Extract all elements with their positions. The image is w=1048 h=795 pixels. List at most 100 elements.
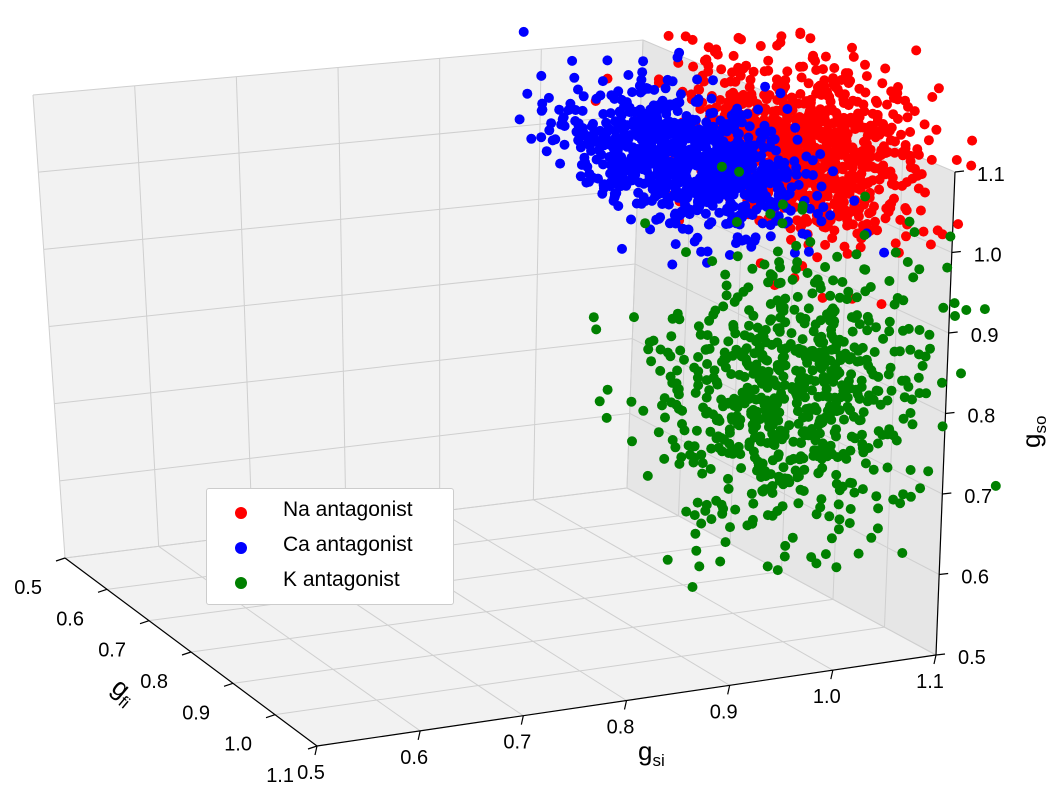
- data-point: [818, 202, 829, 213]
- data-point: [748, 193, 758, 204]
- data-point: [891, 435, 902, 446]
- data-point: [915, 483, 926, 494]
- data-point: [602, 55, 613, 66]
- data-point: [884, 326, 895, 337]
- data-point: [751, 394, 762, 405]
- data-point: [842, 220, 853, 231]
- data-point: [762, 561, 773, 572]
- data-point: [655, 182, 666, 193]
- data-point: [797, 334, 808, 345]
- data-point: [780, 540, 791, 551]
- data-point: [748, 310, 759, 321]
- data-point: [816, 353, 827, 364]
- data-point: [847, 326, 858, 337]
- data-point: [828, 76, 839, 87]
- data-point: [536, 70, 547, 81]
- data-point: [875, 399, 886, 410]
- data-point: [847, 142, 858, 153]
- data-point: [769, 393, 780, 404]
- data-point: [795, 27, 806, 38]
- data-point: [720, 362, 731, 373]
- series-k-antagonist: [588, 161, 1001, 592]
- data-point: [721, 219, 732, 229]
- data-point: [834, 514, 845, 525]
- data-point: [925, 343, 935, 354]
- data-point: [914, 264, 925, 275]
- data-point: [674, 458, 685, 469]
- data-point: [790, 114, 801, 124]
- data-point: [693, 321, 704, 332]
- data-point: [830, 127, 841, 138]
- y-tick-label: 0.6: [56, 608, 84, 630]
- data-point: [872, 523, 883, 534]
- data-point: [596, 149, 607, 160]
- grid-line: [38, 114, 641, 173]
- data-point: [865, 120, 876, 131]
- grid-line: [274, 626, 885, 716]
- data-point: [745, 183, 756, 194]
- data-point: [860, 458, 871, 469]
- data-point: [667, 435, 678, 445]
- data-point: [904, 216, 915, 227]
- data-point: [767, 171, 778, 182]
- data-point: [765, 299, 776, 309]
- data-point: [747, 518, 758, 529]
- y-axis-label: gfi: [104, 672, 143, 713]
- data-point: [831, 424, 842, 435]
- back-wall-pane: [33, 40, 643, 558]
- data-point: [838, 336, 849, 347]
- data-point: [777, 352, 788, 363]
- data-point: [834, 485, 845, 496]
- data-point: [792, 291, 803, 302]
- legend-marker-na: [235, 507, 247, 519]
- data-point: [696, 246, 707, 257]
- data-point: [666, 397, 677, 408]
- data-point: [644, 112, 655, 123]
- data-point: [693, 352, 704, 362]
- data-point: [778, 462, 789, 473]
- data-point: [805, 33, 816, 44]
- data-point: [842, 294, 852, 305]
- data-point: [884, 316, 895, 327]
- data-point: [620, 138, 631, 149]
- data-point: [514, 114, 525, 125]
- data-point: [826, 533, 837, 544]
- data-point: [859, 264, 870, 275]
- data-point: [555, 158, 566, 169]
- data-point: [681, 247, 691, 258]
- data-point: [605, 108, 616, 119]
- data-point: [873, 371, 884, 382]
- data-point: [926, 154, 937, 165]
- data-point: [726, 110, 737, 121]
- data-point: [764, 90, 775, 101]
- data-point: [792, 134, 803, 145]
- series-ca-antagonist: [514, 26, 890, 270]
- data-point: [786, 328, 797, 339]
- data-point: [762, 355, 773, 366]
- data-point: [826, 414, 837, 425]
- data-point: [817, 292, 828, 303]
- data-point: [624, 176, 635, 186]
- data-point: [826, 137, 837, 148]
- data-point: [601, 412, 612, 423]
- y-tick-label: 0.5: [14, 577, 42, 599]
- data-point: [856, 375, 867, 386]
- z-tick-label: 0.6: [961, 567, 989, 589]
- data-point: [655, 344, 666, 355]
- data-point: [837, 164, 848, 175]
- data-point: [547, 135, 558, 146]
- data-point: [813, 208, 823, 219]
- data-points: [514, 26, 1001, 592]
- data-point: [744, 320, 754, 331]
- data-point: [923, 135, 934, 146]
- data-point: [901, 231, 911, 242]
- data-point: [693, 97, 703, 107]
- data-point: [669, 210, 680, 220]
- data-point: [518, 26, 529, 37]
- data-point: [575, 142, 586, 153]
- data-point: [702, 176, 713, 187]
- data-point: [956, 368, 966, 379]
- data-point: [854, 319, 865, 330]
- data-point: [705, 426, 716, 437]
- data-point: [792, 257, 803, 267]
